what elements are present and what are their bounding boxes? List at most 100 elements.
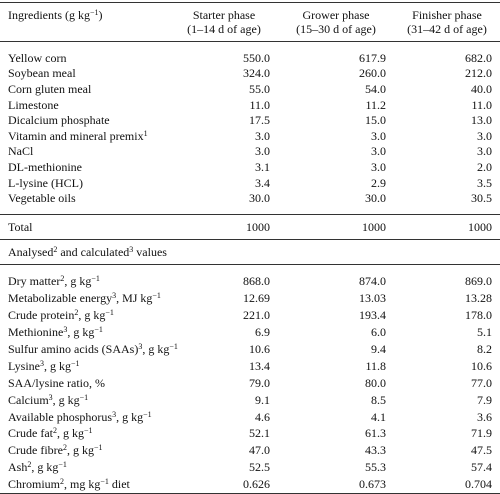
text: diet xyxy=(108,477,130,492)
cell: 11.0 xyxy=(249,97,270,112)
cell: 617.9 xyxy=(359,50,386,65)
cell: 43.3 xyxy=(365,443,386,458)
row-label: Yellow corn xyxy=(0,50,170,66)
cell: 13.28 xyxy=(465,291,492,306)
row: Chromium2, mg kg−1 diet 0.626 0.673 0.704 xyxy=(0,475,500,494)
row-label: Soybean meal xyxy=(0,66,170,82)
header-label: Ingredients (g kg−1) xyxy=(0,2,170,42)
cell: 15.0 xyxy=(365,113,386,128)
row-label: Chromium2, mg kg−1 diet xyxy=(0,475,170,494)
superscript: −1 xyxy=(169,341,178,351)
text: , g kg xyxy=(52,392,80,407)
superscript: −1 xyxy=(83,426,93,436)
superscript: −1 xyxy=(94,325,103,335)
cell: 3.5 xyxy=(477,175,492,190)
row-label: Calcium3, g kg−1 xyxy=(0,391,170,408)
row: DL-methionine 3.1 3.0 2.0 xyxy=(0,159,500,175)
text: Chromium xyxy=(8,477,61,492)
superscript: 3 xyxy=(63,325,68,335)
superscript: −1 xyxy=(71,358,80,368)
row: SAA/lysine ratio, % 79.0 80.0 77.0 xyxy=(0,374,500,391)
row: Total 1000 1000 1000 xyxy=(0,213,500,240)
cell: 0.626 xyxy=(170,475,278,494)
text: Soybean meal xyxy=(8,66,76,81)
cell: 3.0 xyxy=(477,144,492,159)
text: Crude fibre xyxy=(8,443,63,458)
row-label: Available phosphorus3, g kg−1 xyxy=(0,408,170,425)
text: Total xyxy=(8,219,33,234)
text: ) xyxy=(98,8,103,22)
cell: 57.4 xyxy=(471,460,492,475)
header-text: Grower phase xyxy=(302,8,370,22)
text: Lysine xyxy=(8,358,40,373)
row: Calcium3, g kg−1 9.1 8.5 7.9 xyxy=(0,391,500,408)
header-cell: Starter phase (1–14 d of age) xyxy=(170,2,278,42)
cell: 11.0 xyxy=(471,97,492,112)
row-label: Dry matter2, g kg−1 xyxy=(0,273,170,290)
text: L-lysine (HCL) xyxy=(8,175,83,190)
header-cell: Finisher phase (31–42 d of age) xyxy=(394,2,500,42)
cell: 869.0 xyxy=(465,274,492,289)
spacer xyxy=(0,264,500,273)
section-label: Analysed2 and calculated3 values xyxy=(0,239,500,265)
row: Corn gluten meal 55.0 54.0 40.0 xyxy=(0,81,500,97)
text: , g kg xyxy=(116,409,144,424)
cell: 47.5 xyxy=(471,443,492,458)
row-label: SAA/lysine ratio, % xyxy=(0,374,170,391)
superscript: 2 xyxy=(53,244,58,254)
cell: 52.1 xyxy=(249,426,270,441)
superscript: −1 xyxy=(100,477,109,487)
cell: 30.0 xyxy=(365,191,386,206)
header-text: Starter phase xyxy=(192,8,256,22)
text: Vegetable oils xyxy=(8,191,76,206)
cell: 55.0 xyxy=(249,81,270,96)
cell: 221.0 xyxy=(243,308,270,323)
spacer-cell xyxy=(0,264,500,273)
row: Crude fat2, g kg−1 52.1 61.3 71.9 xyxy=(0,425,500,442)
cell: 4.6 xyxy=(255,409,270,424)
cell: 30.0 xyxy=(249,191,270,206)
row: Available phosphorus3, g kg−1 4.6 4.1 3.6 xyxy=(0,408,500,425)
text: Ash xyxy=(8,460,28,475)
row: Lysine3, g kg−1 13.4 11.8 10.6 xyxy=(0,357,500,374)
superscript: −1 xyxy=(91,274,100,284)
superscript: 1 xyxy=(143,128,148,138)
row: Ash2, g kg−1 52.5 55.3 57.4 xyxy=(0,459,500,476)
row-label: Vitamin and mineral premix1 xyxy=(0,128,170,144)
superscript: −1 xyxy=(105,308,114,318)
row-label: Metabolizable energy3, MJ kg−1 xyxy=(0,290,170,307)
cell: 8.2 xyxy=(477,341,492,356)
text: Metabolizable energy xyxy=(8,291,113,306)
cell: 6.9 xyxy=(255,325,270,340)
cell: 12.69 xyxy=(243,291,270,306)
superscript: 2 xyxy=(62,443,67,453)
row-label: Corn gluten meal xyxy=(0,81,170,97)
cell: 1000 xyxy=(394,213,500,240)
row: Methionine3, g kg−1 6.9 6.0 5.1 xyxy=(0,324,500,341)
cell: 55.3 xyxy=(365,460,386,475)
text: , g kg xyxy=(66,443,94,458)
superscript: −1 xyxy=(152,291,161,301)
row: Crude protein2, g kg−1 221.0 193.4 178.0 xyxy=(0,307,500,324)
cell: 11.2 xyxy=(365,97,386,112)
cell: 3.0 xyxy=(255,144,270,159)
cell: 77.0 xyxy=(471,375,492,390)
text: Calcium xyxy=(8,392,49,407)
text: , g kg xyxy=(31,460,59,475)
spacer-cell xyxy=(0,42,500,51)
superscript: 3 xyxy=(48,392,53,402)
row-label: Ash2, g kg−1 xyxy=(0,459,170,476)
text: Crude protein xyxy=(8,308,75,323)
cell: 9.4 xyxy=(371,341,386,356)
row-label: Total xyxy=(0,213,170,240)
header-cell: Grower phase (15–30 d of age) xyxy=(278,2,394,42)
cell: 3.4 xyxy=(255,175,270,190)
cell: 61.3 xyxy=(365,426,386,441)
row: Dicalcium phosphate 17.5 15.0 13.0 xyxy=(0,112,500,128)
cell: 6.0 xyxy=(371,325,386,340)
row: Dry matter2, g kg−1 868.0 874.0 869.0 xyxy=(0,273,500,290)
cell: 868.0 xyxy=(243,274,270,289)
row: Metabolizable energy3, MJ kg−1 12.69 13.03… xyxy=(0,290,500,307)
cell: 874.0 xyxy=(359,274,386,289)
